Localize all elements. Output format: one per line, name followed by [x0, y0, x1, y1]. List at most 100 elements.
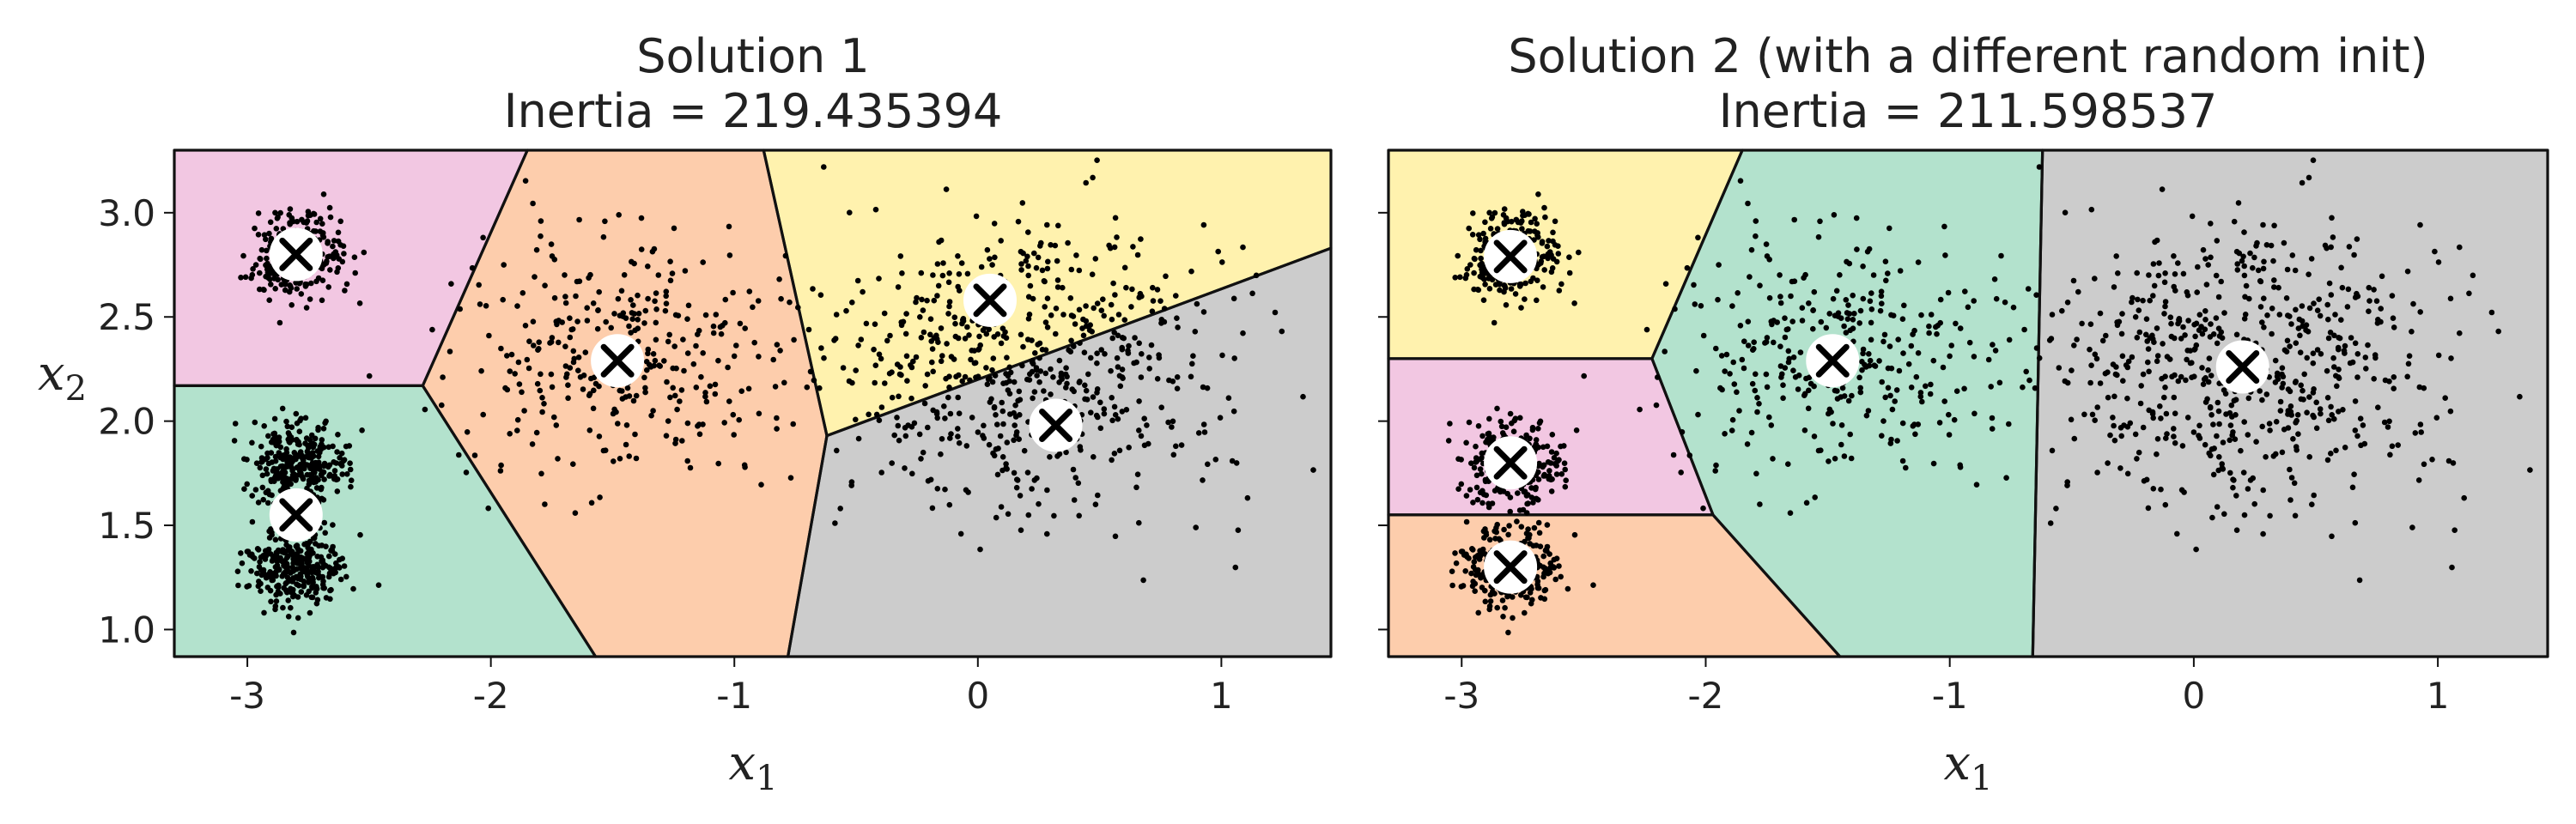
data-point	[2287, 497, 2293, 503]
data-point	[1084, 397, 1091, 403]
data-point	[1730, 359, 1736, 366]
data-point	[738, 388, 744, 395]
data-point	[973, 374, 979, 381]
data-point	[924, 297, 930, 304]
data-point	[1876, 358, 1882, 364]
data-point	[611, 458, 617, 464]
data-point	[575, 367, 581, 374]
data-point	[2371, 376, 2377, 382]
data-point	[2134, 335, 2141, 341]
data-point	[1867, 357, 1874, 364]
data-point	[2279, 365, 2286, 372]
data-point	[322, 530, 329, 536]
data-point	[565, 382, 571, 389]
data-point	[268, 526, 274, 532]
data-point	[337, 218, 344, 225]
data-point	[2306, 305, 2313, 312]
data-point	[272, 536, 279, 543]
data-point	[1686, 452, 1693, 458]
data-point	[1487, 598, 1494, 604]
data-point	[1487, 591, 1494, 598]
data-point	[1486, 209, 1492, 216]
data-point	[333, 460, 339, 466]
data-point	[351, 254, 358, 261]
data-point	[1158, 317, 1165, 323]
data-point	[653, 336, 659, 343]
data-point	[946, 303, 952, 310]
data-point	[878, 404, 885, 410]
data-point	[1695, 234, 1701, 241]
data-point	[2159, 375, 2165, 382]
data-point	[934, 336, 940, 342]
data-point	[1217, 415, 1224, 421]
data-point	[1948, 342, 1954, 348]
data-point	[876, 276, 882, 282]
data-point	[1536, 420, 1543, 427]
data-point	[2324, 395, 2331, 401]
data-point	[1091, 305, 1097, 312]
data-point	[575, 354, 582, 360]
data-point	[1544, 548, 1550, 554]
data-point	[1101, 410, 1108, 417]
data-point	[310, 576, 316, 583]
data-point	[1082, 382, 1088, 389]
data-point	[2146, 368, 2152, 375]
data-point	[2150, 293, 2156, 299]
data-point	[1231, 355, 1237, 361]
data-point	[289, 457, 296, 464]
data-point	[264, 247, 270, 254]
data-point	[1136, 427, 1142, 433]
data-point	[2105, 394, 2111, 401]
data-point	[2180, 324, 2186, 330]
data-point	[327, 214, 334, 221]
data-point	[872, 321, 878, 328]
data-point	[1133, 484, 1139, 491]
data-point	[1799, 305, 1806, 312]
data-point	[516, 381, 523, 387]
data-point	[736, 416, 742, 423]
data-point	[722, 296, 729, 303]
data-point	[956, 410, 963, 417]
data-point	[1011, 379, 1018, 385]
data-point	[1447, 421, 1453, 427]
data-point	[2300, 387, 2306, 394]
data-point	[1801, 392, 1807, 399]
data-point	[621, 272, 628, 278]
data-point	[2273, 451, 2279, 457]
data-point	[1455, 252, 1461, 259]
data-point	[2094, 404, 2100, 410]
data-point	[272, 453, 279, 460]
data-point	[2189, 374, 2195, 381]
data-point	[252, 262, 259, 268]
data-point	[1471, 270, 1477, 276]
data-point	[1472, 256, 1478, 263]
data-point	[1780, 382, 1786, 389]
data-point	[275, 547, 282, 554]
data-point	[296, 280, 303, 287]
data-point	[927, 331, 933, 338]
data-point	[2223, 411, 2229, 417]
data-point	[329, 548, 336, 554]
data-point	[684, 457, 690, 464]
data-point	[990, 355, 997, 361]
data-point	[1753, 218, 1759, 224]
data-point	[1528, 600, 1534, 607]
data-point	[1553, 463, 1559, 469]
data-point	[327, 471, 333, 478]
data-point	[1908, 385, 1915, 391]
data-point	[273, 591, 279, 598]
data-point	[955, 283, 961, 290]
data-point	[2151, 282, 2158, 289]
data-point	[2105, 460, 2111, 466]
data-point	[1811, 288, 1818, 295]
data-point	[287, 206, 294, 212]
data-point	[2293, 417, 2300, 424]
data-point	[1013, 432, 1019, 439]
data-point	[1188, 373, 1194, 380]
data-point	[1467, 262, 1473, 268]
x-tick-label: 1	[2427, 675, 2450, 717]
data-point	[1080, 332, 1087, 339]
data-point	[1522, 212, 1528, 218]
data-point	[1908, 342, 1915, 349]
data-point	[2175, 378, 2182, 385]
